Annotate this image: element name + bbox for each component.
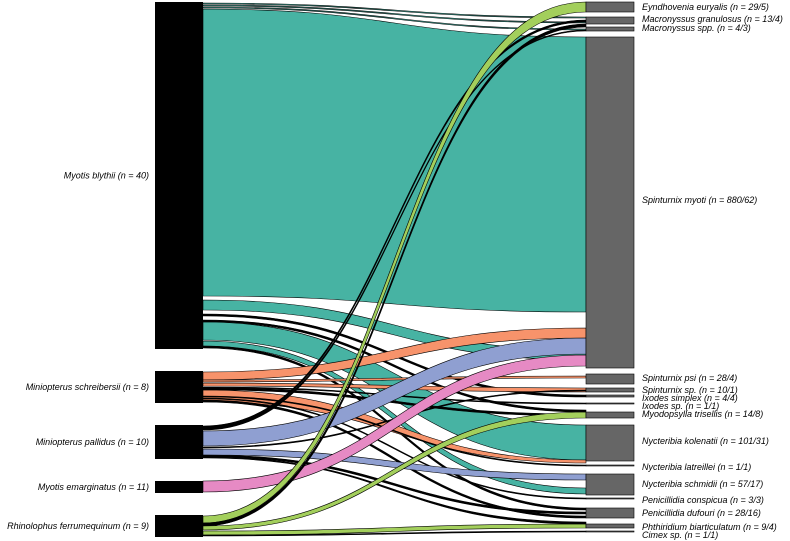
parasite-bar-smy <box>585 36 635 369</box>
label-layer: Myotis blythii (n = 40) Miniopterus schre… <box>7 2 783 540</box>
host-bar-mema <box>155 481 203 493</box>
host-label-msch: Miniopterus schreibersii (n = 8) <box>26 382 149 392</box>
parasite-label-pdu: Penicillidia dufouri (n = 28/16) <box>642 508 761 518</box>
parasite-label-pbi: Phthiridium biarticulatum (n = 9/4) <box>642 522 777 532</box>
parasite-label-smy: Spinturnix myoti (n = 880/62) <box>642 195 757 205</box>
parasite-bar-nko <box>585 424 635 462</box>
parasite-bar-msp <box>585 26 635 32</box>
host-bar-mpal <box>155 425 203 459</box>
parasite-bar-pdu <box>585 507 635 519</box>
host-bar-msch <box>155 371 203 403</box>
host-bar-rfer <box>155 515 203 537</box>
parasite-label-nko: Nycteribia kolenatii (n = 101/31) <box>642 436 769 446</box>
parasite-bar-pbi <box>585 523 635 529</box>
parasite-label-cim: Cimex sp. (n = 1/1) <box>642 530 718 540</box>
parasite-label-ssp: Spinturnix sp. (n = 10/1) <box>642 385 738 395</box>
parasite-node-layer <box>585 1 635 533</box>
parasite-bar-ssp <box>585 387 635 393</box>
parasite-bar-nsc <box>585 473 635 496</box>
parasite-label-nsc: Nycteribia schmidii (n = 57/17) <box>642 479 763 489</box>
host-node-layer <box>155 2 203 537</box>
parasite-label-mgr: Macronyssus granulosus (n = 13/4) <box>642 14 783 24</box>
host-label-mema: Myotis emarginatus (n = 11) <box>38 482 149 492</box>
parasite-bar-sps <box>585 373 635 385</box>
link-layer <box>202 1 587 537</box>
host-label-rfer: Rhinolophus ferrumequinum (n = 9) <box>7 521 149 531</box>
parasite-label-nla: Nycteribia latreillei (n = 1/1) <box>642 462 751 472</box>
host-label-mbly: Myotis blythii (n = 40) <box>64 171 149 181</box>
parasite-bar-nla <box>585 464 635 467</box>
host-bar-mbly <box>155 2 203 349</box>
parasite-label-isp: Ixodes sp. (n = 1/1) <box>642 401 719 411</box>
parasite-bar-cim <box>585 530 635 533</box>
parasite-label-sps: Spinturnix psi (n = 28/4) <box>642 373 737 383</box>
parasite-label-mtr: Myodopsylla trisellis (n = 14/8) <box>642 409 763 419</box>
parasite-bar-isi <box>585 394 635 398</box>
parasite-label-msp: Macronyssus spp. (n = 4/3) <box>642 23 751 33</box>
parasite-label-isi: Ixodes simplex (n = 4/4) <box>642 393 738 403</box>
parasite-bar-eyn <box>585 1 635 13</box>
parasite-bar-mgr <box>585 16 635 25</box>
host-label-mpal: Miniopterus pallidus (n = 10) <box>36 437 149 447</box>
parasite-label-pco: Penicillidia conspicua (n = 3/3) <box>642 495 764 505</box>
parasite-bar-isp <box>585 402 635 405</box>
parasite-label-eyn: Eyndhovenia euryalis (n = 29/5) <box>642 2 769 12</box>
parasite-bar-mtr <box>585 411 635 419</box>
parasite-bar-pco <box>585 497 635 500</box>
